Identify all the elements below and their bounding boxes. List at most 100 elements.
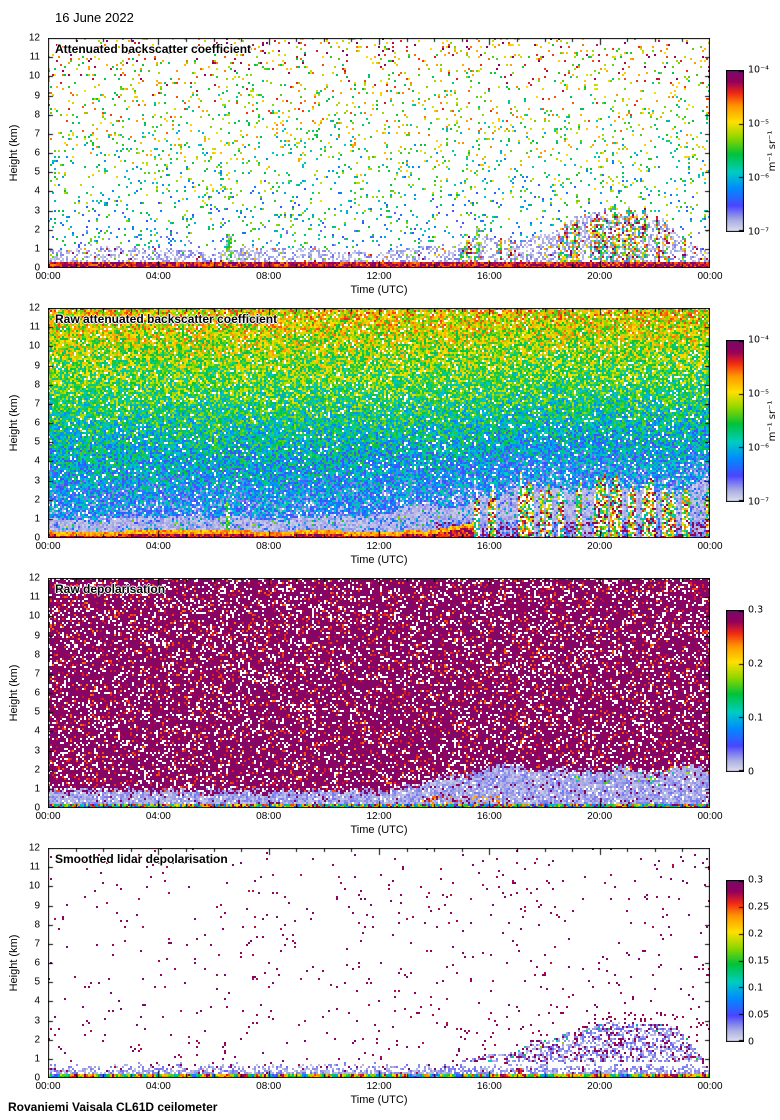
colorbar: 0.3 0.25 0.2 0.15 0.1 0.05 0 — [726, 875, 780, 1050]
x-tick-label: 04:00 — [145, 271, 171, 282]
y-tick-label: 2 — [34, 764, 40, 776]
colorbar-tick-label: 0.3 — [748, 874, 764, 886]
x-axis-label: Time (UTC) — [350, 554, 408, 566]
x-tick-label: 12:00 — [366, 1081, 392, 1092]
y-tick-label: 10 — [28, 610, 40, 622]
colorbar-tick-label: 10⁻⁵ — [748, 118, 769, 130]
colorbar-tick-label: 10⁻⁶ — [748, 172, 769, 184]
x-tick-label: 12:00 — [366, 271, 392, 282]
y-tick-label: 4 — [34, 995, 40, 1007]
y-tick-label: 8 — [34, 919, 40, 931]
colorbar-ticks: 10⁻⁴ 10⁻⁵ 10⁻⁶ 10⁻⁷ — [726, 65, 780, 238]
x-tick-label: 16:00 — [476, 811, 502, 822]
x-axis-ticks: 00:00 04:00 08:00 12:00 16:00 20:00 00:00 — [35, 271, 722, 283]
x-tick-label: 20:00 — [587, 811, 613, 822]
y-tick-label: 10 — [28, 340, 40, 352]
colorbar-canvas — [726, 610, 744, 772]
y-tick-label: 12 — [28, 32, 40, 44]
colorbar-tick-label: 0.1 — [748, 982, 764, 994]
x-tick-label: 04:00 — [145, 811, 171, 822]
colorbar-tick-label: 0.3 — [748, 604, 764, 616]
colorbar-tick-label: 10⁻⁷ — [748, 496, 769, 508]
colorbar-tick-label: 10⁻⁴ — [748, 64, 769, 76]
y-tick-label: 4 — [34, 725, 40, 737]
plot-title: Raw depolarisation — [55, 582, 166, 596]
y-tick-label: 8 — [34, 379, 40, 391]
y-tick-label: 0 — [34, 802, 40, 814]
y-tick-label: 0 — [34, 1072, 40, 1084]
colorbar-tick-label: 0 — [748, 1036, 755, 1048]
y-tick-label: 3 — [34, 205, 40, 216]
colorbar-tick-label: 10⁻⁷ — [748, 226, 769, 238]
y-tick-label: 1 — [34, 243, 40, 255]
y-tick-label: 5 — [34, 976, 40, 988]
x-tick-label: 00:00 — [35, 271, 61, 282]
y-tick-label: 8 — [34, 649, 40, 661]
colorbar: 10⁻⁴ 10⁻⁵ 10⁻⁶ 10⁻⁷ m⁻¹ sr⁻¹ — [726, 65, 780, 240]
y-tick-label: 4 — [34, 185, 40, 197]
axes-frame-canvas — [48, 578, 710, 808]
instrument-label: Rovaniemi Vaisala CL61D ceilometer — [8, 1100, 218, 1114]
plot-title: Smoothed lidar depolarisation — [55, 852, 228, 866]
colorbar: 0.3 0.2 0.1 0 — [726, 605, 780, 780]
y-tick-label: 10 — [28, 70, 40, 82]
y-tick-label: 10 — [28, 880, 40, 892]
x-tick-label: 00:00 — [35, 541, 61, 552]
colorbar-tick-label: 10⁻⁴ — [748, 334, 769, 346]
y-tick-label: 0 — [34, 532, 40, 544]
y-tick-label: 9 — [34, 630, 40, 641]
x-axis-label: Time (UTC) — [350, 284, 408, 296]
colorbar-unit-label — [767, 921, 780, 1001]
y-tick-label: 9 — [34, 360, 40, 371]
plot-area: Attenuated backscatter coefficient — [48, 38, 710, 268]
colorbar: 10⁻⁴ 10⁻⁵ 10⁻⁶ 10⁻⁷ m⁻¹ sr⁻¹ — [726, 335, 780, 510]
y-tick-label: 6 — [34, 147, 40, 159]
colorbar-unit-label — [767, 651, 780, 731]
x-axis-ticks: 00:00 04:00 08:00 12:00 16:00 20:00 00:00 — [35, 541, 722, 553]
colorbar-unit-label: m⁻¹ sr⁻¹ — [767, 400, 778, 442]
x-tick-label: 04:00 — [145, 1081, 171, 1092]
x-tick-label: 00:00 — [697, 541, 723, 552]
y-tick-label: 3 — [34, 475, 40, 486]
y-tick-label: 9 — [34, 90, 40, 101]
y-tick-label: 7 — [34, 668, 40, 680]
x-tick-label: 08:00 — [256, 1081, 282, 1092]
colorbar-canvas — [726, 880, 744, 1042]
x-tick-label: 08:00 — [256, 541, 282, 552]
x-tick-label: 20:00 — [587, 1081, 613, 1092]
x-axis-ticks: 00:00 04:00 08:00 12:00 16:00 20:00 00:00 — [35, 1081, 722, 1093]
colorbar-tick-label: 10⁻⁶ — [748, 442, 769, 454]
axes-frame-canvas — [48, 308, 710, 538]
y-axis-ticks: 0 1 2 3 4 5 6 7 8 9 10 11 12 — [0, 573, 44, 814]
x-tick-label: 00:00 — [697, 811, 723, 822]
plot-area: Smoothed lidar depolarisation — [48, 848, 710, 1078]
colorbar-canvas — [726, 340, 744, 502]
date-label: 16 June 2022 — [55, 10, 134, 25]
plot-title: Raw attenuated backscatter coefficient — [55, 312, 278, 326]
page-header: 16 June 2022 — [0, 0, 780, 30]
y-tick-label: 6 — [34, 957, 40, 969]
colorbar-tick-label: 0.15 — [748, 955, 770, 967]
y-tick-label: 7 — [34, 938, 40, 950]
y-axis-ticks: 0 1 2 3 4 5 6 7 8 9 10 11 12 — [0, 843, 44, 1084]
panel-smoothed-lidar-depolarisation: Height (km) 0 1 2 3 4 5 6 7 8 9 10 11 12 Smoothed li… — [0, 840, 780, 1110]
x-axis-label: Time (UTC) — [350, 1094, 408, 1106]
y-axis-ticks: 0 1 2 3 4 5 6 7 8 9 10 11 12 — [0, 303, 44, 544]
y-tick-label: 7 — [34, 398, 40, 410]
colorbar-ticks: 10⁻⁴ 10⁻⁵ 10⁻⁶ 10⁻⁷ — [726, 335, 780, 508]
y-tick-label: 5 — [34, 436, 40, 448]
colorbar-tick-label: 0.1 — [748, 712, 764, 724]
y-tick-label: 0 — [34, 262, 40, 274]
y-tick-label: 6 — [34, 417, 40, 429]
y-tick-label: 11 — [29, 591, 40, 603]
x-axis-label: Time (UTC) — [350, 824, 408, 836]
colorbar-tick-label: 0.25 — [748, 901, 770, 913]
x-tick-label: 12:00 — [366, 541, 392, 552]
axes-frame-canvas — [48, 848, 710, 1078]
colorbar-unit-label: m⁻¹ sr⁻¹ — [767, 130, 778, 172]
colorbar-tick-label: 0.2 — [748, 658, 764, 670]
y-tick-label: 1 — [34, 783, 40, 795]
y-tick-label: 2 — [34, 224, 40, 236]
x-tick-label: 00:00 — [697, 271, 723, 282]
y-tick-label: 9 — [34, 900, 40, 911]
